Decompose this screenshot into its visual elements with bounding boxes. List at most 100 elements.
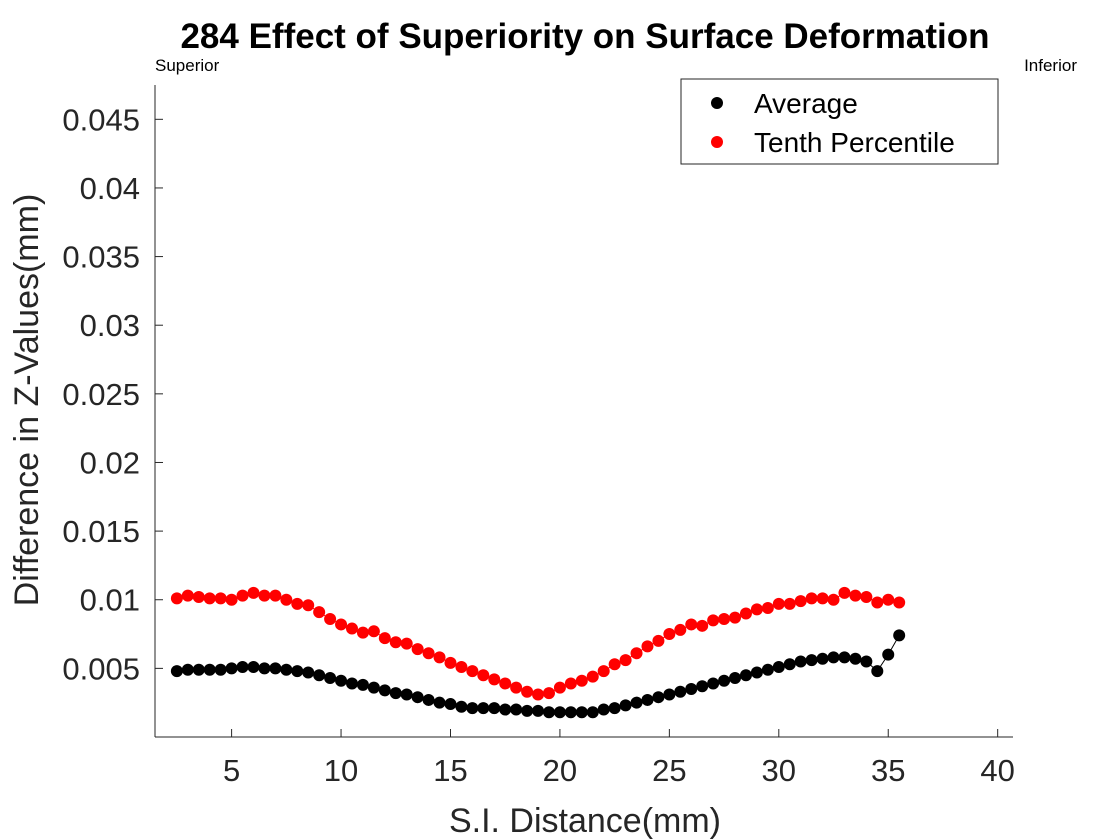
data-point xyxy=(641,640,654,653)
data-point xyxy=(400,688,413,701)
data-point xyxy=(499,703,512,716)
data-point xyxy=(302,666,315,679)
data-point xyxy=(739,607,752,620)
data-point xyxy=(860,590,873,603)
data-point xyxy=(827,651,840,664)
data-point xyxy=(291,597,304,610)
data-point xyxy=(729,671,742,684)
plot-area: 5 10 15 20 25 30 35 40 0.0050.010.0150.020.0250… xyxy=(62,85,1015,788)
data-point xyxy=(378,684,391,697)
data-point xyxy=(805,592,818,605)
data-point xyxy=(181,589,194,602)
legend-label-average: Average xyxy=(754,88,858,119)
data-point xyxy=(422,693,435,706)
x-tick-label: 30 xyxy=(762,753,796,788)
data-point xyxy=(608,658,621,671)
data-point xyxy=(258,662,271,675)
data-point xyxy=(871,596,884,609)
data-point xyxy=(477,702,490,715)
data-point xyxy=(411,643,424,656)
data-point xyxy=(411,691,424,704)
data-point xyxy=(816,652,829,665)
data-point xyxy=(225,662,238,675)
data-point xyxy=(619,654,632,667)
data-point xyxy=(488,702,501,715)
data-point xyxy=(477,669,490,682)
data-point xyxy=(510,703,523,716)
data-point xyxy=(389,636,402,649)
y-tick-label: 0.01 xyxy=(80,583,140,618)
data-point xyxy=(893,629,906,642)
data-point xyxy=(761,663,774,676)
x-tick-label: 20 xyxy=(543,753,577,788)
y-tick-label: 0.04 xyxy=(80,171,140,206)
data-point xyxy=(433,651,446,664)
data-point xyxy=(860,655,873,668)
data-point xyxy=(718,612,731,625)
x-tick-label: 5 xyxy=(223,753,240,788)
data-point xyxy=(597,665,610,678)
series-layer xyxy=(170,586,906,719)
data-point xyxy=(280,663,293,676)
data-point xyxy=(871,665,884,678)
legend-marker-average xyxy=(711,97,723,109)
data-point xyxy=(324,612,337,625)
data-point xyxy=(586,706,599,719)
data-point xyxy=(455,700,468,713)
legend-marker-tenth-percentile xyxy=(711,136,723,148)
data-point xyxy=(542,687,555,700)
y-axis-label: Difference in Z-Values(mm) xyxy=(8,194,46,607)
y-ticks: 0.005 0.01 0.015 0.02 0.025 0.03 0.035 0.04 0.04… xyxy=(62,102,163,686)
data-point xyxy=(553,706,566,719)
data-point xyxy=(313,606,326,619)
y-tick-label: 0.025 xyxy=(62,377,140,412)
x-tick-label: 40 xyxy=(980,753,1014,788)
data-point xyxy=(422,647,435,660)
x-tick-label: 35 xyxy=(871,753,905,788)
data-point xyxy=(564,677,577,690)
data-point xyxy=(400,637,413,650)
data-point xyxy=(192,590,205,603)
data-point xyxy=(236,660,249,673)
data-point xyxy=(236,589,249,602)
x-tick-label: 25 xyxy=(652,753,686,788)
data-point xyxy=(466,702,479,715)
data-point xyxy=(849,589,862,602)
data-point xyxy=(542,706,555,719)
data-point xyxy=(696,680,709,693)
data-point xyxy=(783,658,796,671)
data-point xyxy=(794,655,807,668)
data-point xyxy=(652,634,665,647)
data-point xyxy=(356,626,369,639)
data-point xyxy=(444,698,457,711)
data-point xyxy=(739,669,752,682)
data-point xyxy=(247,586,260,599)
data-point xyxy=(280,593,293,606)
data-point xyxy=(247,660,260,673)
data-point xyxy=(214,663,227,676)
legend-box xyxy=(680,78,999,165)
data-point xyxy=(367,625,380,638)
data-point xyxy=(772,660,785,673)
data-point xyxy=(170,592,183,605)
data-point xyxy=(335,618,348,631)
data-point xyxy=(849,652,862,665)
data-point xyxy=(553,681,566,694)
data-point xyxy=(367,681,380,694)
data-point xyxy=(685,618,698,631)
data-point xyxy=(181,663,194,676)
legend: Average Tenth Percentile xyxy=(680,78,999,165)
data-point xyxy=(761,601,774,614)
data-point xyxy=(521,704,534,717)
data-point xyxy=(663,688,676,701)
data-point xyxy=(772,597,785,610)
data-point xyxy=(302,599,315,612)
data-point xyxy=(816,592,829,605)
data-point xyxy=(510,681,523,694)
data-point xyxy=(893,596,906,609)
data-point xyxy=(805,654,818,667)
data-point xyxy=(203,592,216,605)
data-point xyxy=(389,687,402,700)
data-point xyxy=(882,593,895,606)
